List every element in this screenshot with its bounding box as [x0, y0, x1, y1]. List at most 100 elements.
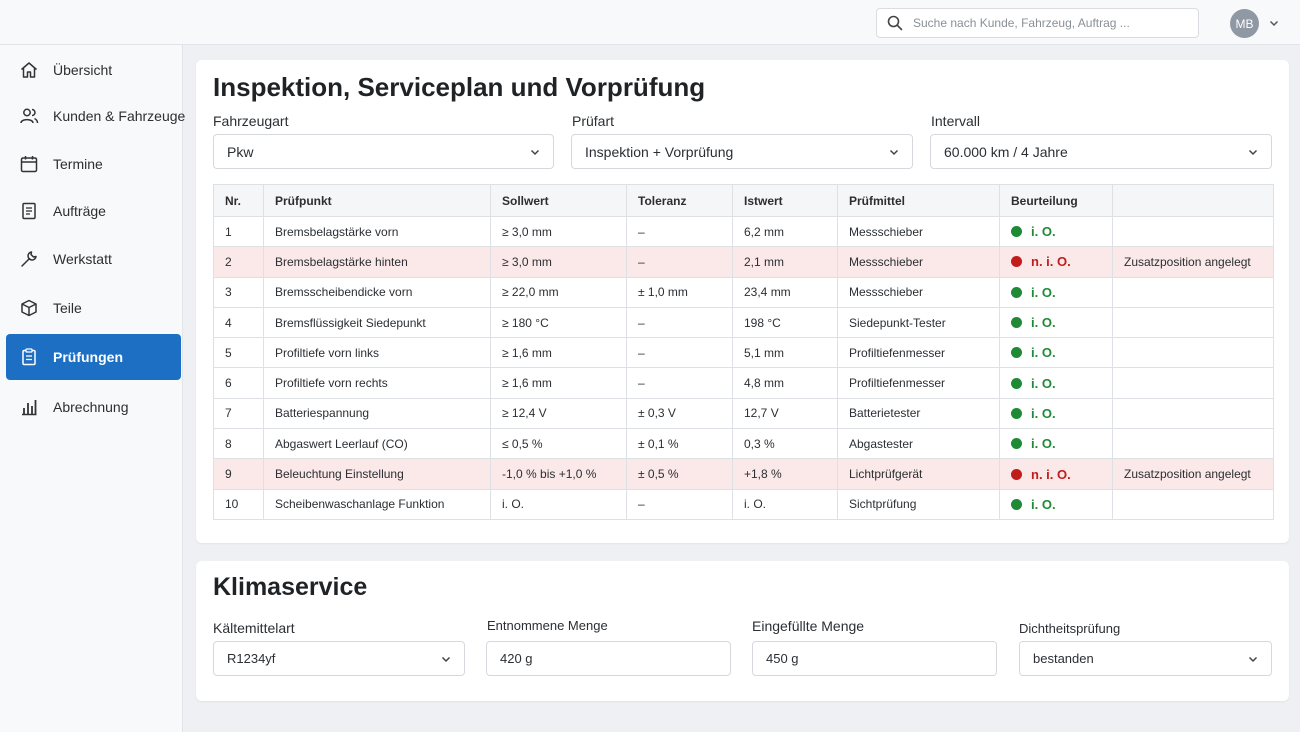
- cell-pruefpunkt: Profiltiefe vorn links: [263, 337, 491, 369]
- leak-test-value: bestanden: [1033, 651, 1094, 666]
- sidebar-item-label: Prüfungen: [53, 349, 123, 365]
- filled-amount-input[interactable]: [752, 641, 997, 676]
- cell-note: [1112, 397, 1274, 430]
- refrigerant-select[interactable]: R1234yf: [213, 641, 465, 676]
- cell-note: [1112, 306, 1274, 339]
- cell-beurteilung: n. i. O.: [999, 246, 1113, 278]
- cell-sollwert: ≥ 180 °C: [490, 306, 627, 339]
- status-fail-dot-icon: [1011, 468, 1022, 480]
- cell-pruefmittel: Lichtprüfgerät: [837, 458, 1000, 490]
- cell-istwert: 4,8 mm: [732, 367, 838, 399]
- interval-label: Intervall: [931, 113, 981, 129]
- cell-istwert: 0,3 %: [732, 428, 838, 460]
- cell-pruefpunkt: Scheibenwaschanlage Funktion: [263, 488, 491, 520]
- interval-select[interactable]: 60.000 km / 4 Jahre: [930, 134, 1272, 169]
- sidebar-item-pruefungen[interactable]: Prüfungen: [6, 334, 181, 380]
- status-badge: i. O.: [1031, 496, 1056, 512]
- cell-sollwert: -1,0 % bis +1,0 %: [490, 458, 627, 490]
- cell-note: [1112, 367, 1274, 399]
- extracted-amount-input[interactable]: [486, 641, 731, 676]
- cell-istwert: 5,1 mm: [732, 337, 838, 369]
- search-icon: [887, 15, 903, 31]
- sidebar-item-auftraege[interactable]: Aufträge: [6, 188, 181, 234]
- cell-sollwert: ≥ 22,0 mm: [490, 276, 627, 308]
- chevron-down-icon: [530, 149, 540, 156]
- sidebar-item-werkstatt[interactable]: Werkstatt: [6, 236, 181, 282]
- test-type-select[interactable]: Inspektion + Vorprüfung: [571, 134, 913, 169]
- status-badge: n. i. O.: [1031, 466, 1071, 482]
- cell-toleranz: –: [626, 246, 733, 278]
- table-row[interactable]: 4 Bremsflüssigkeit Siedepunkt ≥ 180 °C –198…: [213, 306, 1274, 339]
- chevron-down-icon: [1248, 149, 1258, 156]
- cell-nr: 5: [213, 337, 264, 369]
- table-row[interactable]: 10 Scheibenwaschanlage Funktion i. O. – i. O…: [213, 488, 1274, 520]
- cell-sollwert: ≥ 12,4 V: [490, 397, 627, 430]
- cell-sollwert: ≥ 1,6 mm: [490, 367, 627, 399]
- table-row[interactable]: 7 Batteriespannung ≥ 12,4 V ± 0,3 V 12,7 V Ba…: [213, 397, 1274, 430]
- status-badge: i. O.: [1031, 436, 1056, 452]
- search-box[interactable]: Suche nach Kunde, Fahrzeug, Auftrag ...: [876, 8, 1199, 38]
- cell-pruefmittel: Abgastester: [837, 428, 1000, 460]
- cell-note: [1112, 428, 1274, 460]
- table-header-row: Nr. Prüfpunkt Sollwert Toleranz Istwert …: [213, 184, 1274, 217]
- sidebar-item-kunden-fahrzeuge[interactable]: Kunden & Fahrzeuge: [6, 93, 185, 139]
- chevron-down-icon[interactable]: [1268, 17, 1280, 29]
- box-icon: [21, 299, 37, 317]
- sidebar-item-label: Abrechnung: [53, 399, 129, 415]
- cell-toleranz: –: [626, 367, 733, 399]
- table-row[interactable]: 3 Bremsscheibendicke vorn ≥ 22,0 mm ± 1,0 m…: [213, 276, 1274, 308]
- status-fail-dot-icon: [1011, 256, 1022, 268]
- sidebar-item-label: Werkstatt: [53, 251, 112, 267]
- refrigerant-label: Kältemittelart: [213, 620, 295, 636]
- column-header-beurteilung: Beurteilung: [999, 184, 1113, 217]
- sidebar-item-uebersicht[interactable]: Übersicht: [6, 47, 181, 93]
- cell-pruefmittel: Messschieber: [837, 215, 1000, 248]
- cell-pruefpunkt: Profiltiefe vorn rechts: [263, 367, 491, 399]
- cell-note: Zusatzposition angelegt: [1112, 458, 1274, 490]
- sidebar-item-label: Kunden & Fahrzeuge: [53, 108, 186, 124]
- column-header-istwert: Istwert: [732, 184, 838, 217]
- vehicle-type-select[interactable]: Pkw: [213, 134, 554, 169]
- calendar-icon: [20, 156, 38, 173]
- cell-istwert: 23,4 mm: [732, 276, 838, 308]
- avatar[interactable]: MB: [1230, 9, 1259, 38]
- table-row[interactable]: 2 Bremsbelagstärke hinten ≥ 3,0 mm –2,1 mm M…: [213, 246, 1274, 278]
- sidebar-item-termine[interactable]: Termine: [6, 141, 181, 187]
- cell-pruefpunkt: Bremsscheibendicke vorn: [263, 276, 491, 308]
- cell-istwert: i. O.: [732, 488, 838, 520]
- cell-beurteilung: i. O.: [999, 428, 1113, 460]
- table-body: 1 Bremsbelagstärke vorn ≥ 3,0 mm –6,2 mm Mes…: [213, 215, 1274, 520]
- cell-pruefpunkt: Bremsbelagstärke vorn: [263, 215, 491, 248]
- leak-test-label: Dichtheitsprüfung: [1019, 621, 1121, 636]
- sidebar-item-abrechnung[interactable]: Abrechnung: [6, 384, 181, 430]
- cell-pruefpunkt: Abgaswert Leerlauf (CO): [263, 428, 491, 460]
- table-row[interactable]: 5 Profiltiefe vorn links ≥ 1,6 mm –5,1 mm Pr…: [213, 337, 1274, 369]
- bar-chart-icon: [22, 400, 37, 416]
- cell-toleranz: ± 1,0 mm: [626, 276, 733, 308]
- cell-istwert: 2,1 mm: [732, 246, 838, 278]
- test-type-label: Prüfart: [572, 113, 615, 129]
- cell-toleranz: –: [626, 488, 733, 520]
- cell-note: [1112, 337, 1274, 369]
- leak-test-select[interactable]: bestanden: [1019, 641, 1272, 676]
- cell-note: [1112, 276, 1274, 308]
- table-row[interactable]: 9 Beleuchtung Einstellung -1,0 % bis +1,0 …: [213, 458, 1274, 490]
- status-ok-dot-icon: [1011, 377, 1022, 389]
- filled-amount-label: Eingefüllte Menge: [752, 618, 865, 634]
- cell-note: Zusatzposition angelegt: [1112, 246, 1274, 278]
- sidebar-item-teile[interactable]: Teile: [6, 285, 181, 331]
- cell-pruefmittel: Profiltiefenmesser: [837, 337, 1000, 369]
- cell-beurteilung: i. O.: [999, 276, 1113, 308]
- table-row[interactable]: 6 Profiltiefe vorn rechts ≥ 1,6 mm –4,8 mm P…: [213, 367, 1274, 399]
- table-row[interactable]: 1 Bremsbelagstärke vorn ≥ 3,0 mm –6,2 mm Mes…: [213, 215, 1274, 248]
- table-row[interactable]: 8 Abgaswert Leerlauf (CO) ≤ 0,5 % ± 0,1 % 0,…: [213, 428, 1274, 460]
- chevron-down-icon: [889, 149, 899, 156]
- cell-nr: 2: [213, 246, 264, 278]
- cell-nr: 10: [213, 488, 264, 520]
- status-badge: i. O.: [1031, 315, 1056, 331]
- sidebar-item-label: Übersicht: [53, 62, 113, 78]
- cell-beurteilung: i. O.: [999, 488, 1113, 520]
- cell-sollwert: ≤ 0,5 %: [490, 428, 627, 460]
- cell-nr: 8: [213, 428, 264, 460]
- status-badge: i. O.: [1031, 284, 1056, 300]
